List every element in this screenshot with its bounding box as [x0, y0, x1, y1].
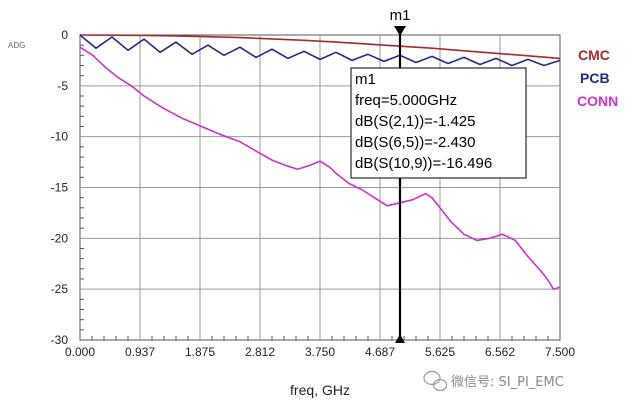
y-tick-label: -15 — [51, 181, 69, 195]
marker-bottom-arrow[interactable] — [395, 334, 405, 343]
y-tick-label: -20 — [51, 231, 69, 245]
legend-label-cmc: CMC — [578, 47, 610, 63]
marker-readout-line-2: freq=5.000GHz — [355, 92, 457, 109]
watermark: 微信号: SI_PI_EMC — [423, 370, 564, 392]
tick-layer: 0.000 0.937 1.875 2.812 3.750 4.687 5.625 6.562… — [51, 28, 576, 359]
legend-label-pcb: PCB — [580, 70, 610, 86]
y-tick-label: -5 — [57, 79, 68, 93]
marker-readout: m1 freq=5.000GHz dB(S(2,1))=-1.425 dB(S(… — [350, 67, 527, 179]
series-line-conn — [79, 46, 561, 291]
x-tick-label: 0.000 — [65, 345, 95, 359]
series-line-cmc — [79, 34, 561, 60]
x-tick-label: 5.625 — [425, 345, 455, 359]
series-line-pcb — [79, 34, 561, 67]
y-tick-label: -10 — [51, 130, 69, 144]
marker-readout-line-1: m1 — [355, 71, 376, 88]
marker-name-label: m1 — [390, 7, 411, 24]
x-tick-label: 1.875 — [185, 345, 215, 359]
x-tick-label: 4.687 — [365, 345, 395, 359]
y-tick-label: 0 — [61, 28, 68, 42]
marker-readout-line-5: dB(S(10,9))=-16.496 — [355, 155, 492, 172]
grid-layer — [80, 35, 560, 340]
marker-readout-box — [350, 67, 527, 179]
legend: CMC PCB CONN — [577, 47, 618, 109]
marker-readout-line-3: dB(S(2,1))=-1.425 — [355, 113, 475, 130]
x-axis-title: freq, GHz — [290, 382, 350, 398]
y-tick-label: -30 — [51, 333, 69, 347]
y-unit-label: ADG — [8, 41, 25, 50]
x-tick-label: 3.750 — [305, 345, 335, 359]
marker-top-arrow[interactable] — [394, 26, 406, 36]
x-tick-label: 2.812 — [245, 345, 275, 359]
wechat-icon — [423, 370, 448, 392]
watermark-text: 微信号: SI_PI_EMC — [451, 375, 564, 390]
x-tick-label: 7.500 — [545, 345, 575, 359]
x-tick-label: 6.562 — [485, 345, 515, 359]
series-layer — [79, 34, 561, 291]
y-tick-label: -25 — [51, 282, 69, 296]
x-tick-label: 0.937 — [125, 345, 155, 359]
legend-label-conn: CONN — [577, 93, 618, 109]
marker-readout-line-4: dB(S(6,5))=-2.430 — [355, 134, 475, 151]
